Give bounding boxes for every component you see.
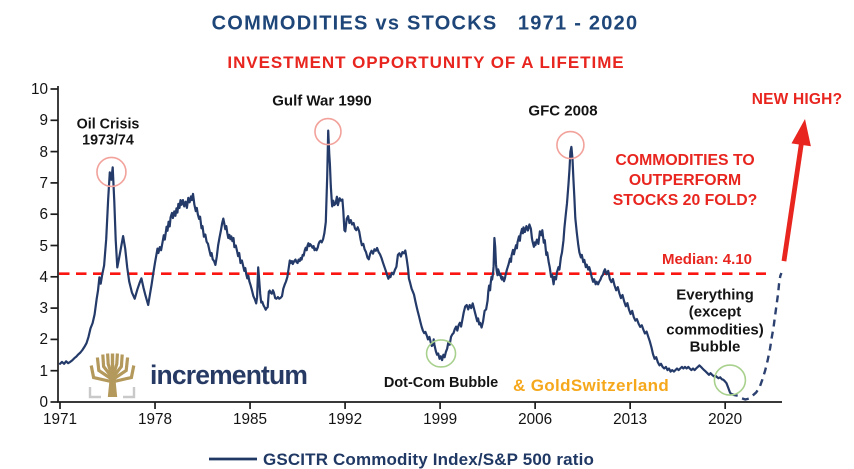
ratio-line-series [58, 129, 733, 395]
tree-branch [95, 357, 113, 381]
tree-branch [101, 354, 114, 378]
annotation-median-label: Median: 4.10 [661, 251, 752, 268]
chart-subtitle: INVESTMENT OPPORTUNITY OF A LIFETIME [227, 53, 625, 72]
annotation-dotcom-bubble: Dot-Com Bubble [383, 375, 499, 391]
x-tick-label: 1978 [138, 411, 173, 428]
highlight-circle [96, 156, 127, 188]
highlight-circle [425, 339, 457, 368]
annotation-oil-crisis: Oil Crisis 1973/74 [76, 116, 140, 148]
projection-dashed-line [730, 272, 783, 401]
highlight-circles [96, 117, 747, 396]
legend-label: GSCITR Commodity Index/S&P 500 ratio [263, 450, 594, 469]
bracket-left-icon [88, 387, 101, 399]
tree-branch [113, 365, 136, 384]
goldswitzerland-brand: & GoldSwitzerland [513, 376, 670, 395]
annotation-gulf-war: Gulf War 1990 [272, 92, 372, 110]
y-tick-label: 10 [30, 81, 48, 98]
highlight-circle [314, 117, 342, 146]
highlight-circle [713, 364, 747, 396]
y-tick-label: 7 [39, 174, 48, 192]
chart-title: COMMODITIES vs STOCKS 1971 - 2020 [211, 12, 639, 35]
x-tick-label: 1992 [328, 411, 363, 428]
y-tick-label: 9 [39, 112, 48, 130]
tree-branch [111, 353, 119, 377]
tree-branch [89, 365, 112, 384]
arrow-head-icon [791, 119, 811, 147]
y-tick-label: 2 [39, 331, 48, 349]
y-tick-label: 6 [39, 206, 48, 224]
y-tick-label: 1 [39, 362, 48, 380]
x-tick-label: 2006 [518, 411, 553, 428]
axes [50, 86, 782, 409]
tree-branch [106, 353, 114, 377]
y-tick-label: 0 [39, 394, 48, 411]
x-tick-label: 1999 [423, 411, 458, 428]
y-tick-label: 8 [39, 143, 48, 161]
highlight-circle [556, 130, 585, 160]
incrementum-tree-icon [88, 353, 136, 399]
y-tick-label: 3 [39, 300, 48, 318]
annotation-everything-bubble: Everything (except commodities) Bubble [666, 286, 764, 356]
arrow-shaft [781, 140, 805, 262]
x-tick-label: 2020 [708, 411, 743, 428]
x-tick-label: 2013 [613, 411, 648, 428]
x-tick-label: 1985 [233, 411, 268, 428]
tree-branch [112, 357, 130, 381]
y-tick-label: 5 [39, 237, 48, 255]
new-high-arrow [781, 119, 811, 262]
annotation-new-high: NEW HIGH? [751, 91, 843, 108]
tree-branch [111, 354, 124, 378]
annotation-gfc: GFC 2008 [528, 102, 598, 120]
x-tick-label: 1971 [42, 411, 78, 428]
annotation-commodities-outperform: COMMODITIES TO OUTPERFORM STOCKS 20 FOLD? [612, 152, 758, 209]
bracket-right-icon [123, 387, 136, 399]
incrementum-wordmark: incrementum [150, 360, 308, 390]
y-tick-label: 4 [39, 268, 48, 286]
